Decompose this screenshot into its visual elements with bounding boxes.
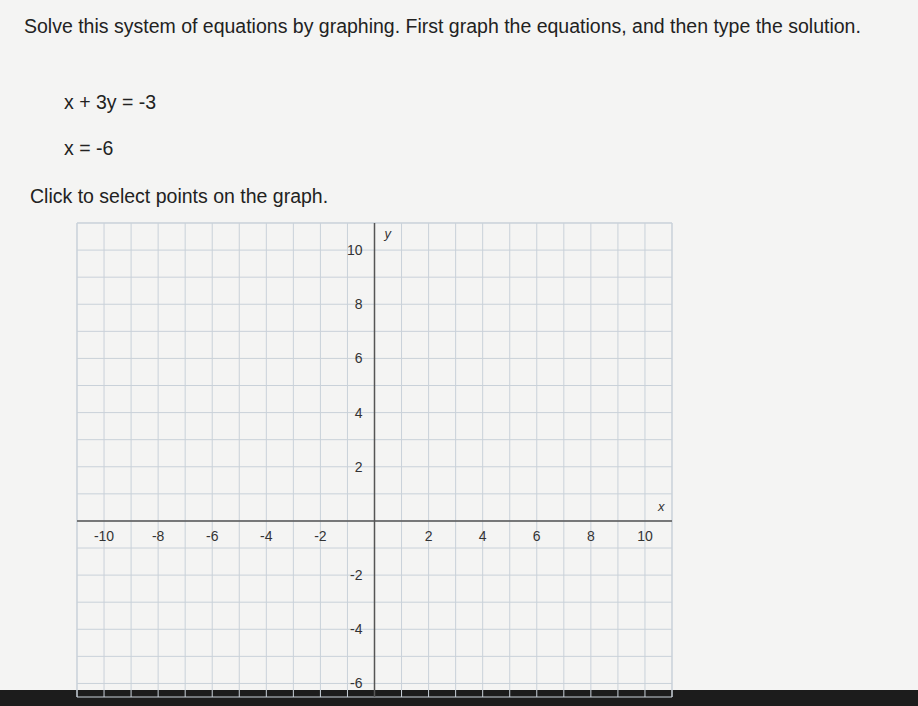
- svg-text:4: 4: [355, 405, 363, 421]
- svg-text:4: 4: [479, 528, 487, 544]
- html-text:Solve this system of equations: Solve this system of equations by graphi…: [24, 15, 861, 37]
- svg-text:-6: -6: [350, 675, 363, 691]
- svg-text:x: x: [657, 499, 665, 514]
- svg-text:10: 10: [347, 242, 363, 258]
- svg-text:2: 2: [425, 528, 433, 544]
- svg-text:-4: -4: [260, 528, 273, 544]
- svg-text:8: 8: [587, 528, 595, 544]
- svg-text:-4: -4: [350, 621, 363, 637]
- svg-text:-8: -8: [152, 528, 165, 544]
- svg-text:-2: -2: [314, 528, 327, 544]
- svg-text:2: 2: [355, 459, 363, 475]
- svg-text:6: 6: [355, 350, 363, 366]
- svg-text:6: 6: [533, 528, 541, 544]
- svg-text:-6: -6: [206, 528, 219, 544]
- svg-text:8: 8: [355, 296, 363, 312]
- html-text:x = -6: x = -6: [64, 137, 114, 159]
- svg-text:-10: -10: [94, 528, 114, 544]
- svg-text:10: 10: [637, 528, 653, 544]
- html-text:Click to select points on the: Click to select points on the graph.: [30, 185, 329, 207]
- html-text:x + 3y = -3: x + 3y = -3: [64, 91, 157, 113]
- svg-text:y: y: [384, 226, 393, 241]
- svg-text:-2: -2: [350, 567, 363, 583]
